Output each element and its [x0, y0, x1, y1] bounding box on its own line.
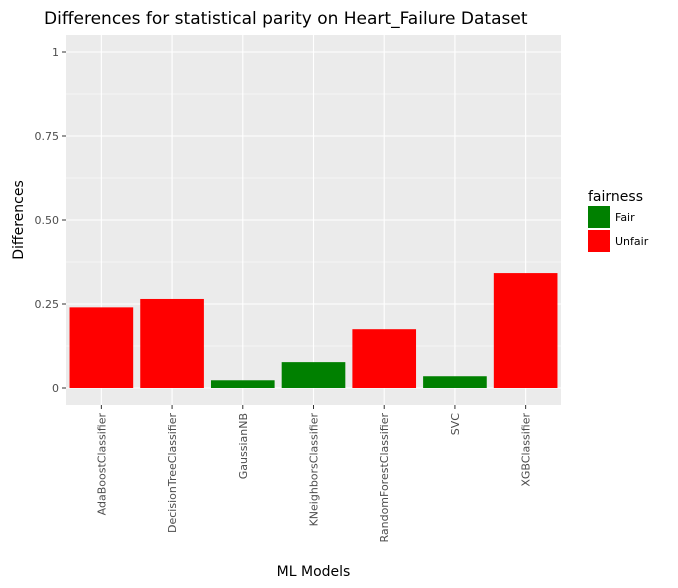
legend-label-unfair: Unfair	[615, 235, 649, 248]
legend: fairness Fair Unfair	[588, 189, 649, 252]
x-tick-label: KNeighborsClassifier	[308, 413, 321, 527]
bar-DecisionTreeClassifier	[140, 298, 204, 388]
x-tick-label: XGBClassifier	[520, 413, 533, 487]
bar-AdaBoostClassifier	[69, 307, 134, 388]
bar-KNeighborsClassifier	[281, 362, 346, 388]
x-tick-label: SVC	[449, 413, 462, 436]
bars	[69, 273, 558, 388]
y-tick-label: 0.25	[35, 298, 60, 311]
bar-SVC	[423, 376, 487, 388]
chart-title: Differences for statistical parity on He…	[44, 9, 528, 29]
y-axis-title: Differences	[11, 180, 27, 259]
x-axis-title: ML Models	[277, 564, 351, 580]
x-tick-label: RandomForestClassifier	[378, 413, 391, 543]
bar-GaussianNB	[210, 380, 275, 388]
y-axis: 0 0.25 0.50 0.75 1	[35, 46, 66, 395]
x-axis: AdaBoostClassifier DecisionTreeClassifier…	[95, 405, 533, 543]
x-tick-label: DecisionTreeClassifier	[166, 413, 179, 533]
y-tick-label: 0.50	[35, 214, 60, 227]
legend-swatch-unfair	[588, 230, 610, 252]
legend-title: fairness	[588, 189, 643, 205]
legend-label-fair: Fair	[615, 211, 635, 224]
legend-swatch-fair	[588, 206, 610, 228]
y-tick-label: 1	[52, 46, 59, 59]
bar-XGBClassifier	[493, 273, 558, 388]
y-tick-label: 0	[52, 382, 59, 395]
x-tick-label: GaussianNB	[237, 413, 250, 479]
x-tick-label: AdaBoostClassifier	[95, 413, 108, 516]
bar-RandomForestClassifier	[352, 329, 417, 388]
y-tick-label: 0.75	[35, 130, 60, 143]
